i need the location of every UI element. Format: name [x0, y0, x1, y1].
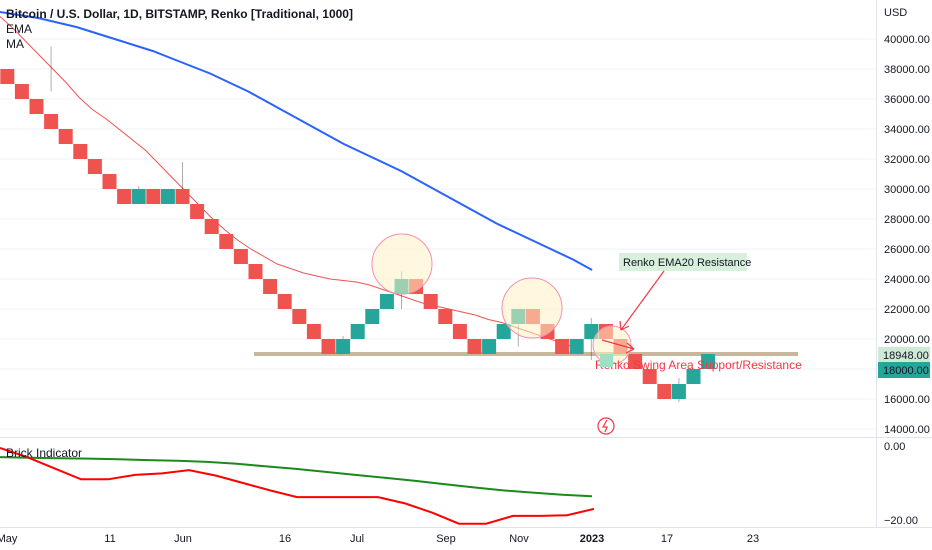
renko-brick-up [672, 384, 686, 399]
time-tick-label: 16 [279, 533, 291, 545]
renko-brick-down [88, 159, 102, 174]
renko-brick-down [205, 219, 219, 234]
renko-brick-down [307, 324, 321, 339]
renko-brick-up [570, 339, 584, 354]
price-tick-label: 24000.00 [884, 274, 930, 286]
renko-brick-down [453, 324, 467, 339]
price-tick-label: 30000.00 [884, 184, 930, 196]
price-tick-label: 40000.00 [884, 34, 930, 46]
price-tick-label: 32000.00 [884, 154, 930, 166]
highlight-circle [372, 234, 432, 294]
lightning-icon [598, 418, 614, 434]
renko-brick-down [103, 174, 117, 189]
renko-brick-down [292, 309, 306, 324]
currency-label: USD [884, 7, 907, 19]
last-price-badge: 18948.00 [883, 350, 929, 362]
chart-title: Bitcoin / U.S. Dollar, 1D, BITSTAMP, Ren… [6, 7, 353, 22]
indicator-green-line [0, 457, 592, 496]
indicator-tick-label: −20.00 [884, 515, 918, 527]
renko-brick-down [322, 339, 336, 354]
price-tick-label: 34000.00 [884, 124, 930, 136]
ema-label[interactable]: EMA [6, 22, 353, 37]
time-tick-label: May [0, 533, 18, 545]
indicator-title[interactable]: Brick Indicator [6, 446, 82, 460]
current-price-badge: 18000.00 [883, 365, 929, 377]
renko-brick-down [438, 309, 452, 324]
renko-brick-down [15, 84, 29, 99]
renko-brick-down [44, 114, 58, 129]
ema20-resistance-label: Renko EMA20 Resistance [623, 257, 751, 269]
time-tick-label: Nov [509, 533, 529, 545]
renko-brick-down [219, 234, 233, 249]
renko-brick-up [161, 189, 175, 204]
renko-brick-down [117, 189, 131, 204]
renko-brick-up [351, 324, 365, 339]
renko-brick-up [132, 189, 146, 204]
price-tick-label: 16000.00 [884, 394, 930, 406]
renko-brick-down [234, 249, 248, 264]
ma-label[interactable]: MA [6, 37, 353, 52]
highlight-circle [502, 278, 562, 338]
renko-brick-down [73, 144, 87, 159]
price-tick-label: 28000.00 [884, 214, 930, 226]
current-brick-highlight [600, 354, 613, 367]
indicator-layer: 0.00 −20.00 [0, 441, 918, 527]
price-tick-label: 20000.00 [884, 334, 930, 346]
renko-brick-down [657, 384, 671, 399]
renko-brick-down [468, 339, 482, 354]
time-tick-label: Jun [174, 533, 192, 545]
grid-layer [0, 0, 932, 528]
renko-brick-down [263, 279, 277, 294]
time-tick-label: 17 [661, 533, 673, 545]
renko-brick-up [380, 294, 394, 309]
swing-area-label: Renko Swing Area Support/Resistance [595, 358, 802, 372]
renko-brick-up [482, 339, 496, 354]
renko-brick-up [365, 309, 379, 324]
renko-brick-down [278, 294, 292, 309]
chart-legend: Bitcoin / U.S. Dollar, 1D, BITSTAMP, Ren… [6, 7, 353, 52]
price-tick-label: 38000.00 [884, 64, 930, 76]
price-tick-label: 36000.00 [884, 94, 930, 106]
renko-brick-down [190, 204, 204, 219]
price-tick-label: 14000.00 [884, 424, 930, 436]
axis-layer: USD 14000.00 16000.00 18000.00 20000.00 22000… [0, 7, 930, 545]
time-tick-label: 11 [104, 533, 115, 545]
time-tick-label: 23 [747, 533, 759, 545]
time-tick-label: Sep [436, 533, 456, 545]
renko-brick-down [176, 189, 190, 204]
price-tick-label: 22000.00 [884, 304, 930, 316]
renko-brick-down [424, 294, 438, 309]
renko-brick-down [555, 339, 569, 354]
time-tick-label: Jul [350, 533, 364, 545]
indicator-tick-label: 0.00 [884, 441, 905, 453]
time-tick-label: 2023 [580, 533, 604, 545]
renko-brick-down [0, 69, 14, 84]
renko-brick-down [146, 189, 160, 204]
renko-brick-down [59, 129, 73, 144]
renko-brick-down [30, 99, 44, 114]
price-tick-label: 26000.00 [884, 244, 930, 256]
ema20-arrow [621, 271, 664, 330]
renko-brick-up [336, 339, 350, 354]
renko-brick-down [249, 264, 263, 279]
